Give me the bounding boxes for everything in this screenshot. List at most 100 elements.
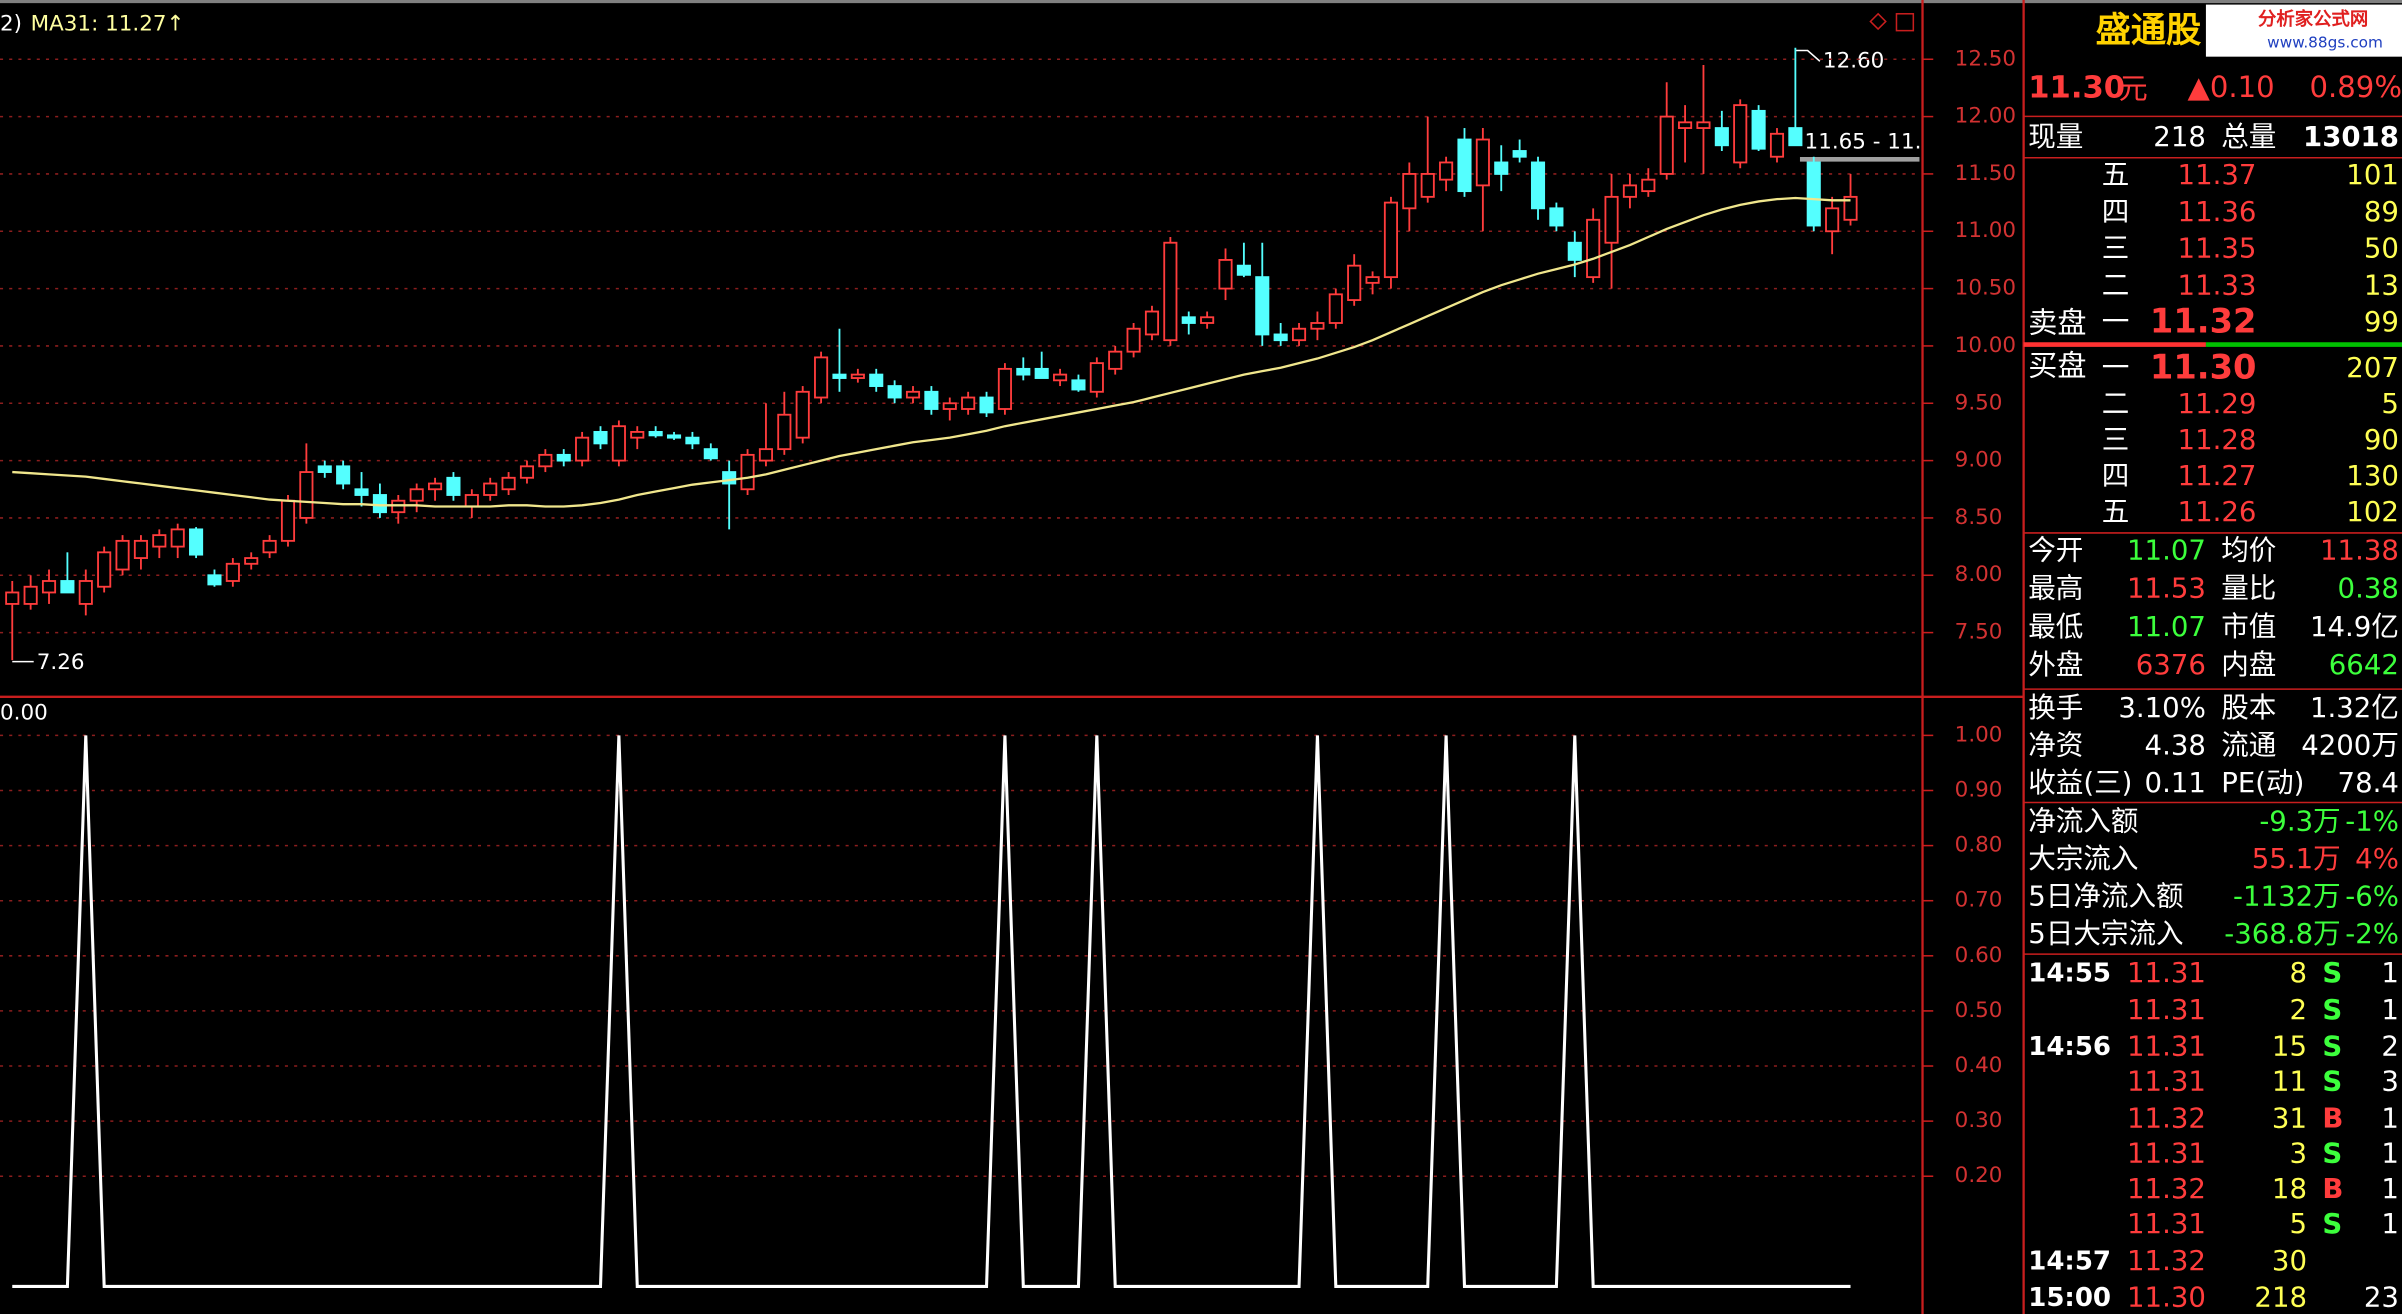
y-tick-label: 0.70 xyxy=(1955,888,2003,913)
label: 净资 xyxy=(2028,729,2083,762)
label: 外盘 xyxy=(2028,648,2083,681)
label: 今开 xyxy=(2028,533,2083,566)
candle-body xyxy=(78,580,93,605)
candle-body xyxy=(703,448,718,460)
label: 均价 xyxy=(2221,533,2276,566)
indicator-value: 0.00 xyxy=(0,701,48,726)
trade-volume: 3 xyxy=(2289,1137,2307,1170)
value: 11.38 xyxy=(2320,533,2399,566)
candle-body xyxy=(5,591,20,605)
y-tick-label: 0.60 xyxy=(1955,943,2003,968)
label: 现量 xyxy=(2028,120,2083,153)
logo-url: www.88gs.com xyxy=(2267,33,2383,51)
candle-body xyxy=(1071,379,1086,391)
value: -368.8万 xyxy=(2224,917,2340,950)
candle-body xyxy=(1530,161,1546,210)
candle-body xyxy=(961,396,976,410)
value: 11.07 xyxy=(2127,533,2206,566)
y-tick-label: 8.00 xyxy=(1955,562,2003,587)
value: 3.10% xyxy=(2118,691,2206,724)
candle-body xyxy=(1806,161,1821,227)
candle-body xyxy=(924,390,939,410)
candle-body xyxy=(1714,127,1729,147)
level: 三 xyxy=(2102,423,2130,456)
candle-body xyxy=(1788,127,1803,147)
trade-time: 14:57 xyxy=(2028,1246,2111,1276)
ma-line xyxy=(12,196,1851,508)
candle-body xyxy=(1622,184,1637,198)
trade-count: 1 xyxy=(2381,1137,2399,1170)
candle-body xyxy=(262,539,277,554)
candle-body xyxy=(519,465,535,479)
y-tick-label: 8.50 xyxy=(1955,505,2003,530)
candle-body xyxy=(428,482,443,491)
trade-time: 15:00 xyxy=(2028,1283,2111,1313)
window-icon[interactable] xyxy=(1895,13,1915,32)
pct: 4% xyxy=(2355,842,2399,875)
trade-price: 11.31 xyxy=(2127,1030,2206,1063)
trade-side: S xyxy=(2322,956,2342,989)
label: 流通 xyxy=(2221,729,2276,762)
logo-box xyxy=(2205,4,2402,57)
candle-body xyxy=(538,453,553,468)
trade-price: 11.31 xyxy=(2127,993,2206,1026)
ask-volume: 99 xyxy=(2364,305,2399,338)
change: ▲0.10 xyxy=(2188,70,2275,104)
level: 三 xyxy=(2102,232,2130,265)
value: 6376 xyxy=(2136,648,2206,681)
value: 78.4 xyxy=(2338,766,2399,799)
candle-body xyxy=(1420,173,1435,198)
candle-body xyxy=(483,482,498,496)
diamond-icon[interactable] xyxy=(1869,12,1887,31)
candle-body xyxy=(814,356,829,399)
candle-body xyxy=(1310,322,1325,330)
candle-body xyxy=(666,434,682,439)
candle-body xyxy=(1843,195,1858,221)
candle-body xyxy=(207,574,222,586)
trade-side: S xyxy=(2322,1065,2342,1098)
candle-body xyxy=(593,431,608,445)
price-unit: 元 xyxy=(2119,71,2148,105)
candle-body xyxy=(1236,264,1251,276)
candle-body xyxy=(1475,138,1490,187)
candle-body xyxy=(979,396,994,414)
trade-count: 1 xyxy=(2381,1207,2399,1240)
bid-volume: 5 xyxy=(2381,387,2399,420)
candle-body xyxy=(905,390,921,399)
label: 大宗流入 xyxy=(2028,842,2138,875)
candle-body xyxy=(115,539,130,571)
trade-volume: 2 xyxy=(2289,993,2307,1026)
candle-body xyxy=(1144,310,1160,336)
candle-body xyxy=(1402,173,1417,210)
candle-body xyxy=(611,425,626,462)
candle-body xyxy=(1383,201,1399,279)
candle-body xyxy=(850,373,865,379)
label: 收益(三) xyxy=(2028,766,2132,799)
trade-side: S xyxy=(2322,993,2342,1026)
value: 11.53 xyxy=(2127,572,2206,605)
candle-body xyxy=(1567,241,1582,261)
level: 一 xyxy=(2102,305,2130,338)
candle-body xyxy=(464,494,479,508)
trade-count: 2 xyxy=(2381,1030,2399,1063)
candle-body xyxy=(336,465,351,485)
candle-body xyxy=(41,580,57,594)
value: 11.07 xyxy=(2127,610,2206,643)
trade-time: 14:56 xyxy=(2028,1032,2111,1062)
trade-count: 23 xyxy=(2364,1281,2399,1314)
y-tick-label: 9.50 xyxy=(1955,390,2003,415)
candle-body xyxy=(409,488,424,502)
value: 4.38 xyxy=(2145,729,2206,762)
low-annotation: 7.26 xyxy=(37,650,85,675)
high-leader xyxy=(1795,49,1821,62)
candle-body xyxy=(354,488,369,496)
indicator-line xyxy=(12,735,1851,1288)
ask-price: 11.33 xyxy=(2178,268,2257,301)
candle-body xyxy=(1549,207,1564,227)
label: 5日净流入额 xyxy=(2028,879,2183,912)
ask-volume: 50 xyxy=(2364,232,2399,265)
ask-price: 11.37 xyxy=(2178,158,2257,191)
candle-body xyxy=(1641,178,1656,193)
